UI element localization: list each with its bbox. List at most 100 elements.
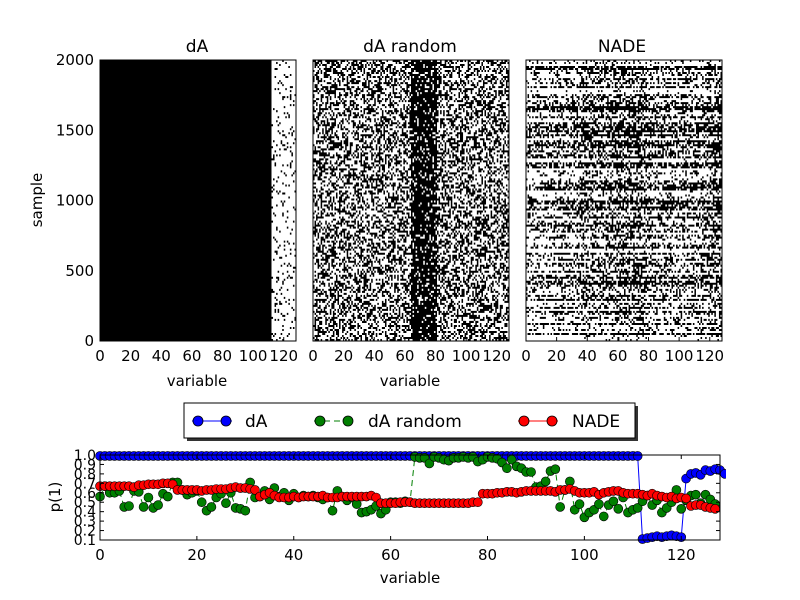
heatmap-da: [99, 59, 297, 342]
line-xlabel: variable: [380, 569, 441, 587]
x-tick-label: 100: [665, 347, 694, 365]
x-tick-label: 20: [334, 347, 353, 365]
y-tick-label: 0.3: [74, 514, 96, 530]
x-tick-label: 0: [521, 347, 531, 365]
data-point: [555, 502, 565, 512]
x-tick-label: 60: [395, 347, 414, 365]
heatmap-background: [100, 60, 296, 341]
panel-title-nade: NADE: [598, 37, 646, 57]
data-point: [720, 469, 726, 479]
x-tick-label: 60: [608, 347, 627, 365]
heatmap-frame: [525, 59, 723, 342]
x-tick-label: 20: [187, 546, 206, 564]
x-tick-label: 60: [182, 347, 201, 365]
data-point: [240, 505, 251, 516]
data-point: [206, 502, 217, 512]
x-tick-label: 40: [284, 546, 303, 564]
data-point: [613, 504, 624, 514]
x-tick-label: 80: [639, 347, 658, 365]
x-tick-label: 20: [547, 347, 566, 365]
probability-line-plot: 0 20 40 60 80 100 120 0.10.20.30.40.50.60.70.80…: [74, 448, 726, 564]
y-tick-label: 0.6: [74, 486, 96, 502]
legend-label-da-random: dA random: [368, 412, 462, 432]
y-tick-label: 0.7: [74, 476, 96, 492]
data-point: [540, 476, 551, 487]
y-tick-label: 0.4: [74, 505, 96, 521]
plot-frame: [99, 454, 721, 541]
x-tick-label: 120: [269, 347, 298, 365]
data-point: [196, 497, 207, 508]
legend-entry-da: dA: [192, 412, 268, 432]
data-point: [632, 451, 643, 461]
data-point: [502, 463, 512, 474]
x-tick-label: 80: [478, 546, 497, 564]
x-tick-label: 120: [482, 347, 511, 365]
data-point: [250, 485, 260, 495]
x-tick-label: 100: [239, 347, 268, 365]
y-tick-label: 0.8: [74, 467, 96, 483]
heatmap-frame: [312, 59, 510, 342]
y-tick-label: 0.2: [74, 524, 96, 540]
data-point: [681, 493, 691, 504]
x-tick-label: 60: [381, 546, 400, 564]
y-tick-label: 1000: [56, 192, 94, 210]
y-tick-label: 1500: [56, 121, 94, 139]
y-tick-label: 0.1: [74, 533, 96, 549]
data-point: [598, 511, 609, 522]
heatmap-panels: [99, 59, 723, 342]
data-point: [143, 492, 154, 503]
data-point: [526, 467, 536, 477]
data-point: [424, 458, 435, 469]
x-tick-label: 100: [570, 546, 599, 564]
heatmap-da-random: [312, 59, 510, 342]
panel-title-da-random: dA random: [363, 37, 457, 57]
y-tick-label: 500: [65, 262, 94, 280]
x-tick-label: 0: [95, 546, 105, 564]
x-tick-label: 120: [695, 347, 724, 365]
heatmap-xlabel-da: variable: [167, 372, 228, 390]
y-tick-label: 1.0: [74, 448, 96, 464]
data-point: [690, 489, 701, 500]
data-point: [550, 464, 561, 474]
legend-entry-da-random: dA random: [314, 412, 462, 432]
legend: dA dA random NADE: [183, 402, 638, 441]
y-tick-label: 0.5: [74, 495, 96, 511]
heatmap-ticks: 0 20 40 60 80 100 120 0 20 40 60 80 100 120 0 20 40 60 80 1…: [56, 51, 724, 365]
data-point: [124, 501, 134, 511]
data-point: [608, 496, 619, 507]
data-point: [327, 505, 338, 516]
x-tick-label: 40: [152, 347, 171, 365]
data-point: [473, 497, 483, 508]
y-tick-label: 0.9: [74, 457, 96, 473]
y-tick-label: 2000: [56, 51, 94, 69]
x-tick-label: 80: [426, 347, 445, 365]
x-tick-label: 0: [95, 347, 105, 365]
x-tick-label: 100: [452, 347, 481, 365]
x-tick-label: 80: [213, 347, 232, 365]
x-tick-label: 40: [578, 347, 597, 365]
data-point: [163, 491, 173, 502]
data-point: [594, 499, 604, 509]
data-point: [153, 500, 163, 510]
line-ylabel: p(1): [46, 482, 64, 513]
data-point: [138, 502, 149, 512]
panel-title-da: dA: [186, 37, 209, 57]
y-tick-label: 0: [84, 332, 94, 350]
heatmap-ylabel: sample: [28, 173, 46, 228]
heatmap-xlabel-da-random: variable: [380, 372, 441, 390]
data-point: [221, 498, 231, 508]
series-nade: [95, 478, 720, 514]
legend-entry-nade: NADE: [518, 412, 620, 432]
data-point: [676, 504, 687, 514]
data-point: [632, 503, 643, 513]
heatmap-cells: [313, 60, 510, 341]
data-point: [574, 499, 585, 509]
x-tick-label: 20: [121, 347, 140, 365]
heatmap-nade: [525, 59, 723, 342]
legend-label-da: dA: [245, 412, 268, 432]
legend-label-nade: NADE: [572, 412, 620, 432]
x-tick-label: 120: [667, 546, 696, 564]
x-tick-label: 0: [308, 347, 318, 365]
heatmap-cells: [526, 60, 723, 341]
